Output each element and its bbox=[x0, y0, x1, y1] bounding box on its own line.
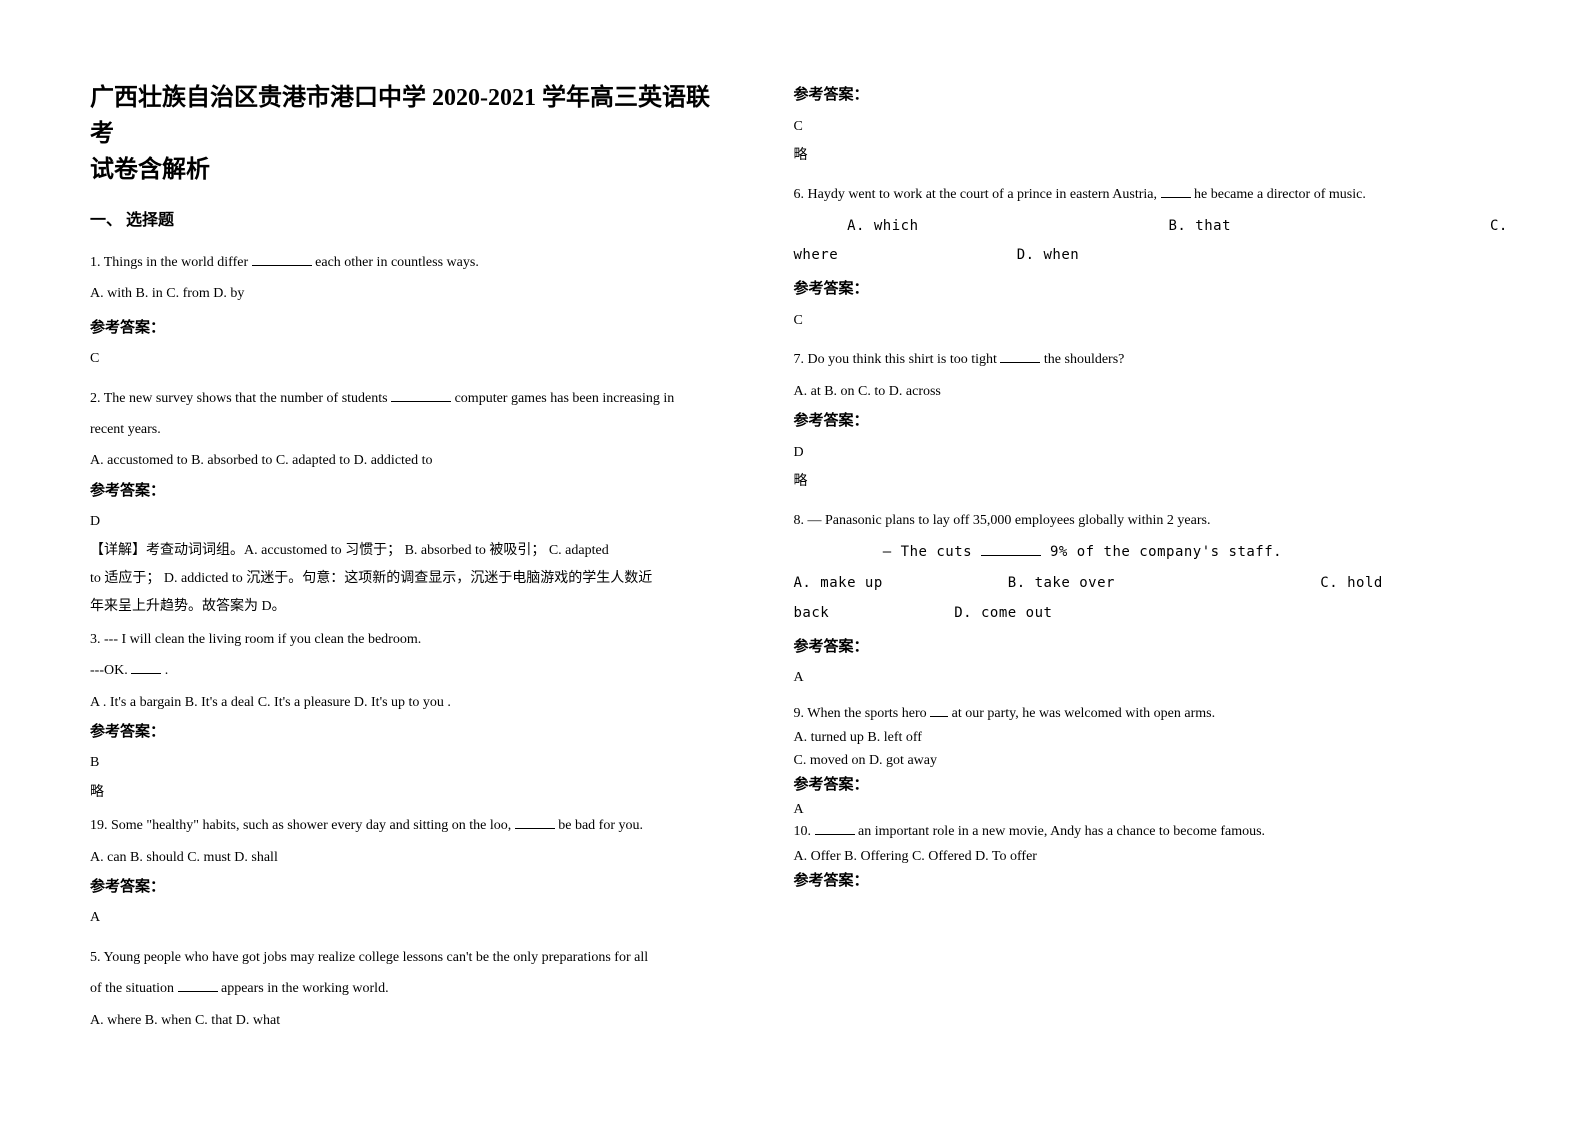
question-7: 7. Do you think this shirt is too tight … bbox=[794, 345, 1498, 374]
q19-stem-pre: 19. Some "healthy" habits, such as showe… bbox=[90, 818, 515, 833]
q2-line2: recent years. bbox=[90, 415, 734, 444]
blank bbox=[815, 823, 855, 836]
blank bbox=[1161, 186, 1191, 199]
q9-stem-pre: 9. When the sports hero bbox=[794, 706, 931, 721]
answer-label: 参考答案： bbox=[90, 476, 734, 508]
q5-answer: C bbox=[794, 112, 1498, 141]
q6-stem-pre: 6. Haydy went to work at the court of a … bbox=[794, 187, 1161, 202]
answer-label: 参考答案： bbox=[90, 872, 734, 904]
q8-line2-post: 9% of the company's staff. bbox=[1041, 544, 1282, 560]
right-column: 参考答案： C 略 6. Haydy went to work at the c… bbox=[794, 80, 1498, 1082]
q9-options-l1: A. turned up B. left off bbox=[794, 727, 1498, 749]
blank bbox=[131, 662, 161, 675]
q3-options: A . It's a bargain B. It's a deal C. It'… bbox=[90, 688, 734, 717]
title-line2: 试卷含解析 bbox=[90, 157, 210, 183]
q8-answer: A bbox=[794, 663, 1498, 692]
q19-stem-post: be bad for you. bbox=[555, 818, 643, 833]
q8-options-l2: back D. come out bbox=[794, 599, 1498, 628]
q10-options: A. Offer B. Offering C. Offered D. To of… bbox=[794, 846, 1498, 868]
blank bbox=[178, 980, 218, 993]
q2-options: A. accustomed to B. absorbed to C. adapt… bbox=[90, 446, 734, 475]
question-6: 6. Haydy went to work at the court of a … bbox=[794, 180, 1498, 209]
q1-answer: C bbox=[90, 344, 734, 373]
question-8: 8. — Panasonic plans to lay off 35,000 e… bbox=[794, 506, 1498, 535]
q2-answer: D bbox=[90, 507, 734, 536]
q19-options: A. can B. should C. must D. shall bbox=[90, 843, 734, 872]
left-column: 广西壮族自治区贵港市港口中学 2020-2021 学年高三英语联考 试卷含解析 … bbox=[90, 80, 734, 1082]
q9-stem-post: at our party, he was welcomed with open … bbox=[948, 706, 1215, 721]
answer-label: 参考答案： bbox=[90, 313, 734, 345]
answer-label: 参考答案： bbox=[794, 772, 1498, 799]
omit: 略 bbox=[90, 778, 734, 807]
q3-answer: B bbox=[90, 748, 734, 777]
question-1: 1. Things in the world differ each other… bbox=[90, 248, 734, 277]
question-5-l1: 5. Young people who have got jobs may re… bbox=[90, 943, 734, 972]
blank bbox=[252, 253, 312, 266]
blank bbox=[981, 543, 1041, 556]
answer-label: 参考答案： bbox=[794, 632, 1498, 664]
q5-stem2-pre: of the situation bbox=[90, 981, 178, 996]
blank bbox=[930, 704, 948, 717]
q3-line2-post: . bbox=[161, 663, 168, 678]
q7-stem-post: the shoulders? bbox=[1040, 352, 1124, 367]
exam-title: 广西壮族自治区贵港市港口中学 2020-2021 学年高三英语联考 试卷含解析 bbox=[90, 80, 734, 188]
q1-stem-post: each other in countless ways. bbox=[312, 255, 479, 270]
title-line1: 广西壮族自治区贵港市港口中学 2020-2021 学年高三英语联考 bbox=[90, 85, 710, 147]
blank bbox=[1000, 351, 1040, 364]
q6-answer: C bbox=[794, 306, 1498, 335]
q10-stem-post: an important role in a new movie, Andy h… bbox=[855, 824, 1266, 839]
q6-options-l2: where D. when bbox=[794, 241, 1498, 270]
answer-label: 参考答案： bbox=[794, 406, 1498, 438]
omit: 略 bbox=[794, 141, 1498, 170]
q2-explain-2: to 适应于； D. addicted to 沉迷于。句意：这项新的调查显示，沉… bbox=[90, 565, 734, 593]
blank bbox=[391, 389, 451, 402]
answer-label: 参考答案： bbox=[794, 80, 1498, 112]
q7-options: A. at B. on C. to D. across bbox=[794, 377, 1498, 406]
q10-stem-pre: 10. bbox=[794, 824, 815, 839]
q3-line2-pre: ---OK. bbox=[90, 663, 131, 678]
blank bbox=[515, 817, 555, 830]
q6-options-l1: A. which B. that C. bbox=[794, 212, 1498, 241]
q9-options-l2: C. moved on D. got away bbox=[794, 750, 1498, 772]
q2-explain-1: 【详解】考查动词词组。A. accustomed to 习惯于； B. abso… bbox=[90, 537, 734, 565]
q8-line2-pre: — The cuts bbox=[794, 544, 982, 560]
question-3: 3. --- I will clean the living room if y… bbox=[90, 625, 734, 654]
q2-stem-post: computer games has been increasing in bbox=[451, 391, 674, 406]
q5-options: A. where B. when C. that D. what bbox=[90, 1006, 734, 1035]
section-header-1: 一、 选择题 bbox=[90, 206, 734, 230]
q7-stem-pre: 7. Do you think this shirt is too tight bbox=[794, 352, 1001, 367]
question-9: 9. When the sports hero at our party, he… bbox=[794, 703, 1498, 725]
q7-answer: D bbox=[794, 438, 1498, 467]
q8-options-l1: A. make up B. take over C. hold bbox=[794, 569, 1498, 598]
q19-answer: A bbox=[90, 903, 734, 932]
omit: 略 bbox=[794, 467, 1498, 496]
q6-stem-post: he became a director of music. bbox=[1191, 187, 1366, 202]
q8-line2: — The cuts 9% of the company's staff. bbox=[794, 538, 1498, 567]
q1-stem-pre: 1. Things in the world differ bbox=[90, 255, 252, 270]
q5-stem2-post: appears in the working world. bbox=[218, 981, 389, 996]
q2-explain-3: 年来呈上升趋势。故答案为 D。 bbox=[90, 593, 734, 621]
answer-label: 参考答案： bbox=[794, 868, 1498, 895]
answer-label: 参考答案： bbox=[90, 717, 734, 749]
answer-label: 参考答案： bbox=[794, 274, 1498, 306]
question-19: 19. Some "healthy" habits, such as showe… bbox=[90, 811, 734, 840]
question-2: 2. The new survey shows that the number … bbox=[90, 384, 734, 413]
q9-answer: A bbox=[794, 799, 1498, 821]
question-5-l2: of the situation appears in the working … bbox=[90, 974, 734, 1003]
q3-line2: ---OK. . bbox=[90, 656, 734, 685]
q2-stem-pre: 2. The new survey shows that the number … bbox=[90, 391, 391, 406]
q1-options: A. with B. in C. from D. by bbox=[90, 279, 734, 308]
question-10: 10. an important role in a new movie, An… bbox=[794, 821, 1498, 843]
